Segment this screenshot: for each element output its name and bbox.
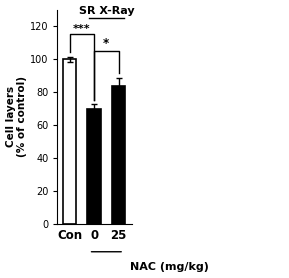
Text: *: * xyxy=(103,37,110,50)
Bar xyxy=(112,86,125,224)
Bar xyxy=(63,59,76,224)
Text: SR X-Ray: SR X-Ray xyxy=(79,6,134,16)
Bar xyxy=(87,109,101,224)
Text: ***: *** xyxy=(73,24,91,34)
Y-axis label: Cell layers
(% of control): Cell layers (% of control) xyxy=(5,76,27,157)
Text: NAC (mg/kg): NAC (mg/kg) xyxy=(130,262,209,272)
